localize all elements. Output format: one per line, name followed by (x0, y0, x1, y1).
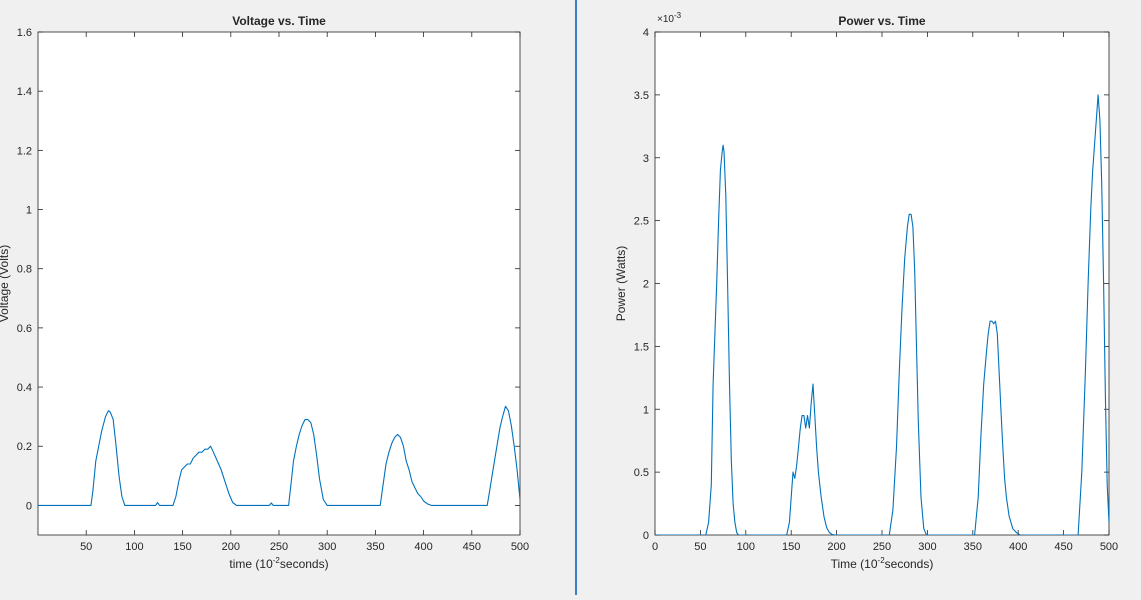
x-axis-label-tail: seconds) (280, 557, 329, 571)
y-tick-label: 0.5 (634, 467, 649, 479)
y-exponent-main: ×10 (657, 14, 674, 25)
x-tick-label: 500 (511, 541, 529, 553)
y-exponent-label: ×10-3 (657, 11, 682, 25)
y-tick-label: 1.2 (17, 145, 32, 157)
x-tick-label: 50 (694, 541, 706, 553)
x-tick-label: 200 (222, 541, 240, 553)
x-tick-label: 350 (964, 541, 982, 553)
power-figure-panel: 0 50 100 150 200 250 300 350 400 450 500 0 0.5 1 1.5 2 2… (578, 0, 1141, 595)
y-tick-label: 4 (643, 27, 649, 39)
y-tick-label: 2 (643, 279, 649, 291)
voltage-chart: 50 100 150 200 250 300 350 400 450 500 0 0.2 0.4 0.6 0… (0, 14, 529, 571)
chart-title: Power vs. Time (838, 14, 925, 28)
plot-area (654, 31, 1110, 536)
series-line-0 (655, 94, 1109, 535)
y-tick-label: 1.6 (17, 27, 32, 39)
figure-divider (575, 0, 577, 595)
x-tick-label: 400 (1009, 541, 1027, 553)
x-tick-label: 150 (782, 541, 800, 553)
x-axis-label-main: Time (10 (831, 557, 878, 571)
x-axis-label-sup: -2 (878, 556, 886, 565)
y-exponent-sup: -3 (674, 11, 682, 20)
x-axis-label-sup: -2 (273, 556, 281, 565)
y-tick-label: 2.5 (634, 216, 649, 228)
x-axis-label: time (10-2seconds) (229, 556, 328, 571)
x-tick-label: 300 (318, 541, 336, 553)
series-line-0 (38, 405, 520, 506)
x-tick-label: 150 (173, 541, 191, 553)
y-tick-label: 0 (26, 500, 32, 512)
y-tick-label: 0.6 (17, 323, 32, 335)
voltage-figure-panel: 50 100 150 200 250 300 350 400 450 500 0 0.2 0.4 0.6 0… (0, 0, 575, 595)
y-tick-label: 1.4 (17, 86, 32, 98)
y-tick-label: 0.2 (17, 441, 32, 453)
y-tick-label: 1 (26, 205, 32, 217)
x-tick-label: 100 (125, 541, 143, 553)
x-tick-label: 400 (414, 541, 432, 553)
x-tick-label: 450 (463, 541, 481, 553)
x-axis-label: Time (10-2seconds) (831, 556, 934, 571)
x-axis-label-main: time (10 (229, 557, 273, 571)
x-tick-label: 450 (1054, 541, 1072, 553)
y-tick-label: 3 (643, 153, 649, 165)
x-tick-label: 350 (366, 541, 384, 553)
y-tick-label: 0.4 (17, 382, 32, 394)
x-axis-label-tail: seconds) (885, 557, 934, 571)
x-tick-label: 250 (270, 541, 288, 553)
x-tick-label: 250 (873, 541, 891, 553)
x-tick-label: 300 (918, 541, 936, 553)
y-tick-label: 1 (643, 404, 649, 416)
y-axis-label: Voltage (Volts) (0, 245, 11, 322)
x-tick-label: 100 (737, 541, 755, 553)
y-tick-label: 0 (643, 530, 649, 542)
plot-area (37, 31, 521, 536)
y-tick-label: 3.5 (634, 90, 649, 102)
y-tick-label: 0.8 (17, 264, 32, 276)
x-tick-label: 500 (1100, 541, 1118, 553)
x-tick-label: 200 (827, 541, 845, 553)
x-tick-label: 50 (80, 541, 92, 553)
y-tick-label: 1.5 (634, 341, 649, 353)
chart-title: Voltage vs. Time (232, 14, 326, 28)
y-axis-label: Power (Watts) (614, 246, 628, 322)
x-tick-label: 0 (652, 541, 658, 553)
power-chart: 0 50 100 150 200 250 300 350 400 450 500 0 0.5 1 1.5 2 2… (614, 11, 1118, 571)
